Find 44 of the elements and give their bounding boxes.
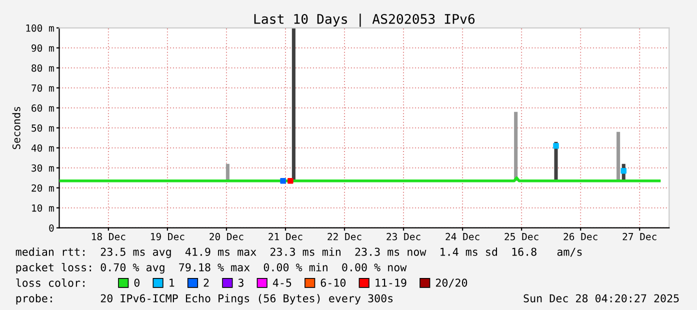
legend-title: loss color: xyxy=(16,278,84,287)
bar xyxy=(514,112,518,181)
y-tick-label: 80 m xyxy=(32,64,54,72)
y-tick-label: 60 m xyxy=(32,104,54,112)
y-tick-label: 30 m xyxy=(32,164,54,172)
x-tick-label: 25 Dec xyxy=(504,232,538,240)
chart-title: Last 10 Days | AS202053 IPv6 xyxy=(254,14,475,27)
y-tick-label: 70 m xyxy=(32,84,54,92)
y-tick-label: 20 m xyxy=(32,184,54,192)
x-tick-label: 26 Dec xyxy=(564,232,598,240)
text: probe: 20 IPv6-ICMP Echo Pings (56 Bytes) every 300s xyxy=(16,294,393,305)
x-tick-label: 19 Dec xyxy=(151,232,184,240)
legend-label: 20/20 xyxy=(436,278,468,288)
x-tick-label: 22 Dec xyxy=(328,232,362,240)
x-tick-label: 21 Dec xyxy=(268,232,302,240)
point xyxy=(288,178,294,184)
legend-label: 11-19 xyxy=(376,278,406,287)
x-tick-label: 27 Dec xyxy=(622,232,656,240)
y-tick-label: 0 xyxy=(49,224,54,232)
legend-label: 0 xyxy=(134,278,140,287)
point xyxy=(620,168,627,174)
bar xyxy=(292,28,296,181)
y-axis-title: Seconds xyxy=(12,106,20,150)
y-tick-label: 50 m xyxy=(32,124,54,132)
text: median rtt: 23.5 ms avg 41.9 ms max 23.3 ms min 23.3 ms now 1.4 ms sd 16.8 am/s xyxy=(16,248,582,258)
x-tick-label: 24 Dec xyxy=(446,232,480,240)
point xyxy=(280,178,286,184)
point xyxy=(553,142,559,149)
x-tick-label: 23 Dec xyxy=(386,232,420,240)
y-tick-label: 100 m xyxy=(26,24,54,32)
bar xyxy=(616,132,620,181)
legend-label: 6-10 xyxy=(320,278,346,287)
y-tick-label: 40 m xyxy=(31,144,54,152)
text: Sun Dec 28 04:20:27 2025 xyxy=(524,294,679,302)
legend-label: 2 xyxy=(204,278,209,287)
y-tick-label: 10 m xyxy=(32,204,54,212)
legend-label: 1 xyxy=(170,278,174,287)
y-tick-label: 90 m xyxy=(32,44,54,52)
text: packet loss: 0.70 % avg 79.18 % max 0.00 % min 0.00 % now xyxy=(16,262,407,274)
bar xyxy=(226,164,230,181)
x-tick-label: 20 Dec xyxy=(210,232,244,240)
legend-label: 3 xyxy=(238,278,244,287)
x-tick-label: 18 Dec xyxy=(92,232,126,240)
legend-label: 4-5 xyxy=(272,278,292,287)
